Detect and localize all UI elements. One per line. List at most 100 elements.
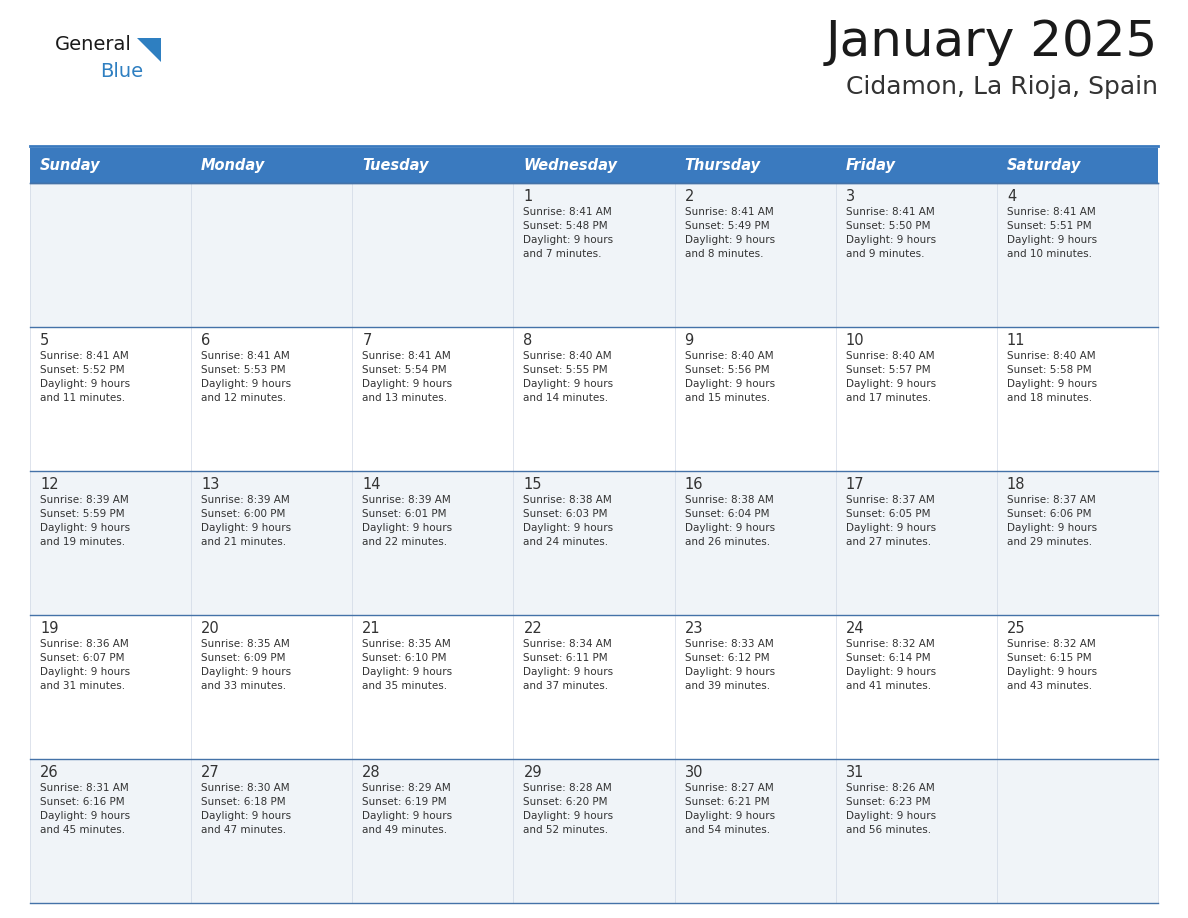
Bar	[30, 471, 191, 615]
Text: 10: 10	[846, 333, 865, 348]
Bar	[30, 148, 191, 183]
Text: Sunrise: 8:41 AM
Sunset: 5:52 PM
Daylight: 9 hours
and 11 minutes.: Sunrise: 8:41 AM Sunset: 5:52 PM Dayligh…	[40, 351, 131, 403]
Bar	[835, 471, 997, 615]
Bar	[835, 327, 997, 471]
Text: Sunrise: 8:34 AM
Sunset: 6:11 PM
Daylight: 9 hours
and 37 minutes.: Sunrise: 8:34 AM Sunset: 6:11 PM Dayligh…	[524, 639, 613, 691]
Bar	[191, 183, 353, 327]
Text: Sunrise: 8:27 AM
Sunset: 6:21 PM
Daylight: 9 hours
and 54 minutes.: Sunrise: 8:27 AM Sunset: 6:21 PM Dayligh…	[684, 783, 775, 835]
Bar	[997, 183, 1158, 327]
Polygon shape	[137, 38, 162, 62]
Bar	[997, 759, 1158, 903]
Bar	[835, 148, 997, 183]
Text: January 2025: January 2025	[826, 18, 1158, 66]
Text: Cidamon, La Rioja, Spain: Cidamon, La Rioja, Spain	[846, 75, 1158, 99]
Bar	[513, 759, 675, 903]
Bar	[835, 759, 997, 903]
Text: 3: 3	[846, 189, 855, 204]
Bar	[835, 183, 997, 327]
Text: 19: 19	[40, 621, 58, 636]
Text: 14: 14	[362, 477, 381, 492]
Bar	[513, 615, 675, 759]
Bar	[675, 148, 835, 183]
Text: Sunrise: 8:41 AM
Sunset: 5:48 PM
Daylight: 9 hours
and 7 minutes.: Sunrise: 8:41 AM Sunset: 5:48 PM Dayligh…	[524, 207, 613, 259]
Bar	[353, 148, 513, 183]
Text: 9: 9	[684, 333, 694, 348]
Bar	[997, 327, 1158, 471]
Text: 20: 20	[201, 621, 220, 636]
Bar	[513, 327, 675, 471]
Text: 1: 1	[524, 189, 532, 204]
Text: 12: 12	[40, 477, 58, 492]
Bar	[997, 615, 1158, 759]
Text: Sunrise: 8:40 AM
Sunset: 5:55 PM
Daylight: 9 hours
and 14 minutes.: Sunrise: 8:40 AM Sunset: 5:55 PM Dayligh…	[524, 351, 613, 403]
Bar	[353, 183, 513, 327]
Bar	[835, 615, 997, 759]
Bar	[675, 759, 835, 903]
Text: Sunrise: 8:41 AM
Sunset: 5:53 PM
Daylight: 9 hours
and 12 minutes.: Sunrise: 8:41 AM Sunset: 5:53 PM Dayligh…	[201, 351, 291, 403]
Bar	[353, 327, 513, 471]
Text: Sunrise: 8:41 AM
Sunset: 5:51 PM
Daylight: 9 hours
and 10 minutes.: Sunrise: 8:41 AM Sunset: 5:51 PM Dayligh…	[1007, 207, 1097, 259]
Text: 17: 17	[846, 477, 865, 492]
Text: 22: 22	[524, 621, 542, 636]
Bar	[997, 471, 1158, 615]
Text: 11: 11	[1007, 333, 1025, 348]
Bar	[191, 471, 353, 615]
Text: 21: 21	[362, 621, 381, 636]
Text: General: General	[55, 35, 132, 54]
Bar	[353, 615, 513, 759]
Text: Tuesday: Tuesday	[362, 158, 429, 173]
Bar	[675, 183, 835, 327]
Text: Sunrise: 8:32 AM
Sunset: 6:14 PM
Daylight: 9 hours
and 41 minutes.: Sunrise: 8:32 AM Sunset: 6:14 PM Dayligh…	[846, 639, 936, 691]
Text: 23: 23	[684, 621, 703, 636]
Text: Thursday: Thursday	[684, 158, 760, 173]
Text: Friday: Friday	[846, 158, 896, 173]
Text: Sunrise: 8:33 AM
Sunset: 6:12 PM
Daylight: 9 hours
and 39 minutes.: Sunrise: 8:33 AM Sunset: 6:12 PM Dayligh…	[684, 639, 775, 691]
Bar	[30, 183, 191, 327]
Bar	[30, 327, 191, 471]
Text: Sunrise: 8:41 AM
Sunset: 5:54 PM
Daylight: 9 hours
and 13 minutes.: Sunrise: 8:41 AM Sunset: 5:54 PM Dayligh…	[362, 351, 453, 403]
Bar	[30, 615, 191, 759]
Text: Sunday: Sunday	[40, 158, 101, 173]
Text: Sunrise: 8:40 AM
Sunset: 5:57 PM
Daylight: 9 hours
and 17 minutes.: Sunrise: 8:40 AM Sunset: 5:57 PM Dayligh…	[846, 351, 936, 403]
Text: Sunrise: 8:26 AM
Sunset: 6:23 PM
Daylight: 9 hours
and 56 minutes.: Sunrise: 8:26 AM Sunset: 6:23 PM Dayligh…	[846, 783, 936, 835]
Text: 29: 29	[524, 765, 542, 780]
Text: Sunrise: 8:40 AM
Sunset: 5:58 PM
Daylight: 9 hours
and 18 minutes.: Sunrise: 8:40 AM Sunset: 5:58 PM Dayligh…	[1007, 351, 1097, 403]
Text: Sunrise: 8:39 AM
Sunset: 6:00 PM
Daylight: 9 hours
and 21 minutes.: Sunrise: 8:39 AM Sunset: 6:00 PM Dayligh…	[201, 495, 291, 547]
Text: 28: 28	[362, 765, 381, 780]
Bar	[997, 148, 1158, 183]
Bar	[513, 148, 675, 183]
Text: Sunrise: 8:35 AM
Sunset: 6:09 PM
Daylight: 9 hours
and 33 minutes.: Sunrise: 8:35 AM Sunset: 6:09 PM Dayligh…	[201, 639, 291, 691]
Text: 6: 6	[201, 333, 210, 348]
Text: Sunrise: 8:41 AM
Sunset: 5:49 PM
Daylight: 9 hours
and 8 minutes.: Sunrise: 8:41 AM Sunset: 5:49 PM Dayligh…	[684, 207, 775, 259]
Bar	[191, 759, 353, 903]
Bar	[191, 615, 353, 759]
Text: 26: 26	[40, 765, 58, 780]
Text: 5: 5	[40, 333, 49, 348]
Text: Sunrise: 8:30 AM
Sunset: 6:18 PM
Daylight: 9 hours
and 47 minutes.: Sunrise: 8:30 AM Sunset: 6:18 PM Dayligh…	[201, 783, 291, 835]
Text: Blue: Blue	[100, 62, 143, 81]
Text: Wednesday: Wednesday	[524, 158, 618, 173]
Text: Sunrise: 8:38 AM
Sunset: 6:03 PM
Daylight: 9 hours
and 24 minutes.: Sunrise: 8:38 AM Sunset: 6:03 PM Dayligh…	[524, 495, 613, 547]
Bar	[675, 327, 835, 471]
Text: 24: 24	[846, 621, 865, 636]
Bar	[675, 471, 835, 615]
Bar	[513, 471, 675, 615]
Bar	[30, 759, 191, 903]
Text: 7: 7	[362, 333, 372, 348]
Text: Sunrise: 8:35 AM
Sunset: 6:10 PM
Daylight: 9 hours
and 35 minutes.: Sunrise: 8:35 AM Sunset: 6:10 PM Dayligh…	[362, 639, 453, 691]
Bar	[191, 148, 353, 183]
Text: 2: 2	[684, 189, 694, 204]
Text: 31: 31	[846, 765, 864, 780]
Text: Sunrise: 8:39 AM
Sunset: 6:01 PM
Daylight: 9 hours
and 22 minutes.: Sunrise: 8:39 AM Sunset: 6:01 PM Dayligh…	[362, 495, 453, 547]
Text: 15: 15	[524, 477, 542, 492]
Text: 25: 25	[1007, 621, 1025, 636]
Text: Sunrise: 8:40 AM
Sunset: 5:56 PM
Daylight: 9 hours
and 15 minutes.: Sunrise: 8:40 AM Sunset: 5:56 PM Dayligh…	[684, 351, 775, 403]
Bar	[675, 615, 835, 759]
Text: 4: 4	[1007, 189, 1016, 204]
Text: Saturday: Saturday	[1007, 158, 1081, 173]
Bar	[353, 759, 513, 903]
Text: 18: 18	[1007, 477, 1025, 492]
Bar	[353, 471, 513, 615]
Text: Sunrise: 8:28 AM
Sunset: 6:20 PM
Daylight: 9 hours
and 52 minutes.: Sunrise: 8:28 AM Sunset: 6:20 PM Dayligh…	[524, 783, 613, 835]
Text: Sunrise: 8:41 AM
Sunset: 5:50 PM
Daylight: 9 hours
and 9 minutes.: Sunrise: 8:41 AM Sunset: 5:50 PM Dayligh…	[846, 207, 936, 259]
